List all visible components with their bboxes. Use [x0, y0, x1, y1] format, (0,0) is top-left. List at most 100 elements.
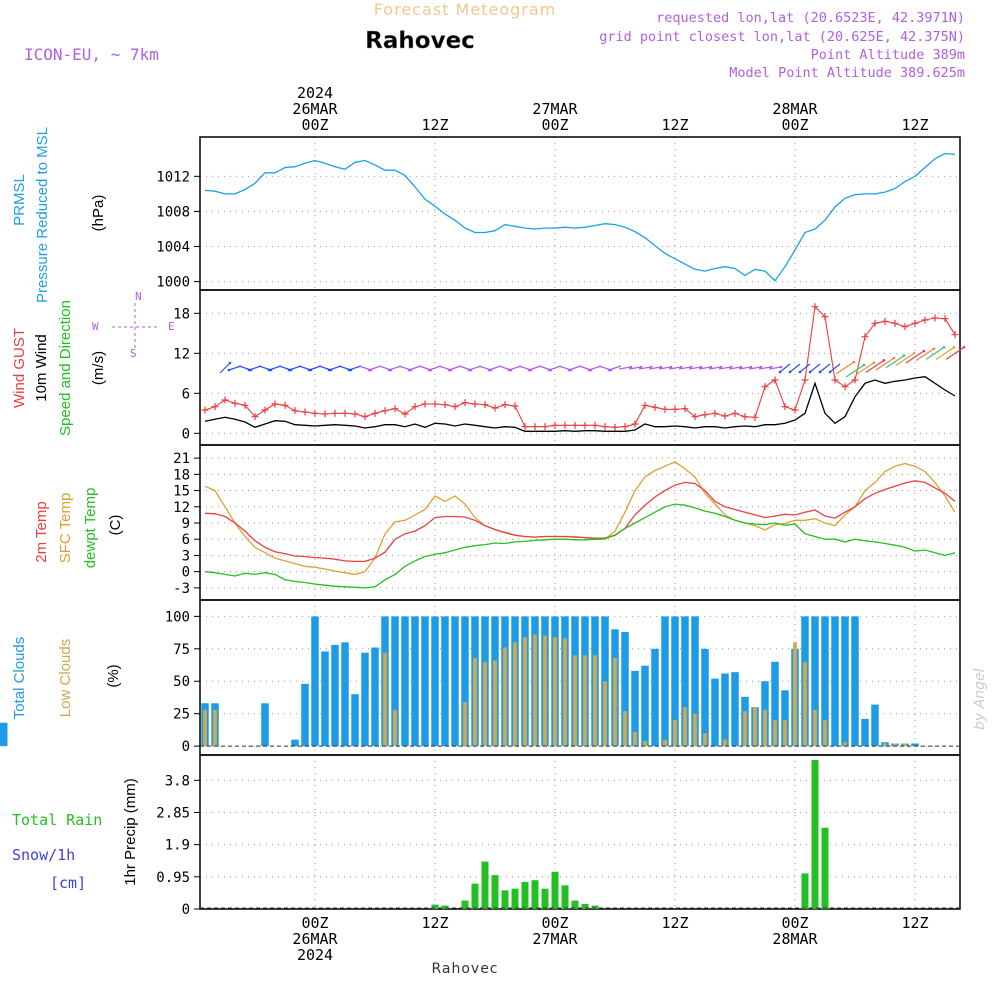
gust-point [461, 399, 469, 407]
wind-arrow [799, 363, 811, 373]
wind-arrow-head [759, 365, 763, 369]
total-cloud-bar [701, 648, 709, 747]
gust-point [861, 333, 869, 341]
low-cloud-bar [693, 713, 697, 747]
rain-label: Total Rain [12, 811, 102, 829]
ytick-label: 0 [182, 565, 190, 581]
gust-point [291, 407, 299, 415]
gust-point [541, 423, 549, 431]
wind-arrow [648, 366, 662, 370]
wind-arrow [865, 359, 885, 373]
rain-bar [491, 875, 499, 909]
wind-arrow-head [862, 363, 866, 367]
low-cloud-bar [503, 647, 507, 747]
gust-point [431, 400, 439, 408]
wind-arrow [925, 346, 945, 360]
top-time-label: 2024 [297, 84, 333, 102]
gust-point [701, 411, 709, 419]
wind-arrow-head [247, 368, 251, 372]
wind-arrow [678, 366, 692, 370]
low-cloud-bar [583, 655, 587, 747]
total-cloud-bar [671, 616, 679, 747]
low-cloud-bar [843, 742, 847, 747]
rain-bar [581, 903, 589, 909]
wind-arrow-head [942, 346, 946, 349]
gust-point [671, 405, 679, 413]
total-cloud-bar [391, 616, 399, 747]
snow-label: Snow/1h [12, 846, 75, 864]
rain-bar [531, 880, 539, 909]
wind-arrow-head [407, 368, 411, 372]
low-cloud-bar [463, 702, 467, 747]
ytick-label: 0 [182, 739, 190, 755]
total-cloud-bar [621, 631, 629, 747]
total-cloud-bar [691, 616, 699, 747]
wind-arrow-head [547, 368, 551, 372]
gust-point [591, 421, 599, 429]
wind-arrow-head [798, 370, 802, 374]
total-cloud-bar [311, 616, 319, 747]
wind-arrow [548, 365, 562, 371]
wind-arrow [905, 350, 925, 364]
wind-arrow-head [892, 356, 896, 360]
total-cloud-bar [731, 672, 739, 747]
rain-bar [551, 871, 559, 909]
wind-arrow-head [769, 365, 773, 369]
footer-location: Rahovec [431, 961, 498, 977]
dewpt-line [204, 503, 956, 589]
ytick-label: 18 [173, 306, 190, 322]
low-cloud-bar [783, 720, 787, 747]
gust-point [931, 314, 939, 322]
total-cloud-bar [341, 642, 349, 747]
gust-point [311, 409, 319, 417]
wind-arrow [935, 346, 955, 360]
low-cloud-bar [543, 635, 547, 747]
total-cloud-bar [371, 647, 379, 747]
pressure-line [204, 152, 956, 282]
gust-point [581, 421, 589, 429]
gust-point [381, 407, 389, 415]
ytick-label: 1004 [156, 240, 190, 256]
low-cloud-bar [893, 743, 897, 747]
rain-bar [541, 888, 549, 909]
gust-point [501, 401, 509, 409]
total-cloud-bar [451, 616, 459, 747]
wind-arrow [268, 365, 282, 371]
wind-arrow [368, 365, 382, 371]
low-cloud-bar [513, 642, 517, 747]
bottom-time-label: 28MAR [772, 930, 818, 948]
gust-point [831, 376, 839, 384]
total-cloud-bar [401, 616, 409, 747]
panel-pressure: 1000 1004 1008 1012 [156, 136, 961, 291]
ytick-label: 12 [173, 500, 190, 516]
location-title: Rahovec [365, 28, 475, 54]
wind-arrow [308, 365, 322, 371]
gust-point [201, 406, 209, 414]
total-cloud-bar [641, 665, 649, 747]
rain-bar [591, 905, 599, 909]
ytick-label: 1.9 [165, 838, 190, 854]
total-cloud-bar [291, 739, 299, 747]
wind-arrow [768, 366, 782, 370]
bottom-time-label: 12Z [661, 914, 688, 932]
wind-arrow-head [669, 365, 673, 369]
wind-arrow-head [778, 370, 782, 374]
wind-arrow-head [902, 354, 906, 357]
bottom-time-label: 27MAR [532, 930, 578, 948]
top-time-label: 00Z [541, 116, 568, 134]
wind-arrow [708, 366, 722, 370]
wind-arrow-head [912, 352, 916, 355]
wind-direction-label: Speed and Direction [57, 300, 74, 436]
gust-point [661, 405, 669, 413]
wind-arrow [408, 365, 422, 371]
wind-arrow [658, 366, 672, 370]
ytick-label: 3 [182, 548, 190, 564]
low-cloud-bar [473, 657, 477, 747]
total-cloud-bar [321, 651, 329, 747]
sfc-temp-label: SFC Temp [57, 493, 74, 564]
gust-point [481, 401, 489, 409]
wind-arrow [809, 363, 821, 373]
compass-w: W [92, 320, 99, 333]
